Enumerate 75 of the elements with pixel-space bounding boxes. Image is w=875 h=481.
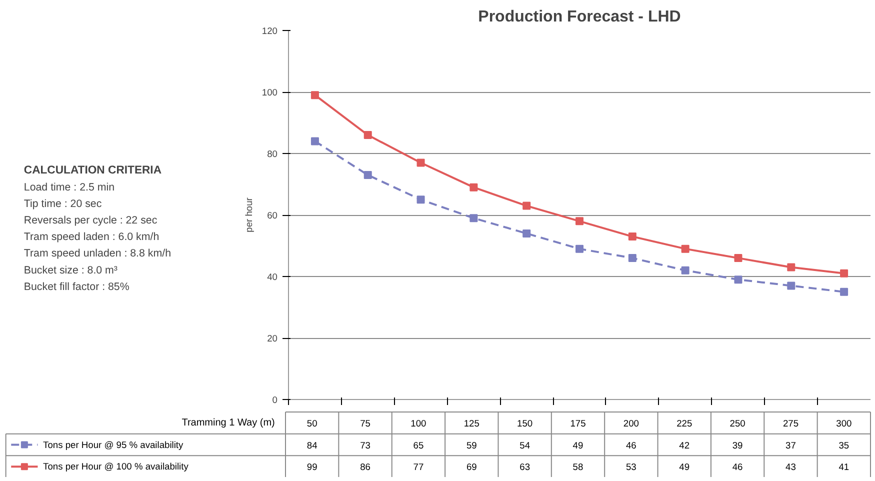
- point: [576, 244, 584, 253]
- data-label: 37: [786, 440, 796, 450]
- point: [522, 229, 531, 238]
- y-tick-label: 120: [262, 26, 278, 36]
- data-label: 73: [360, 440, 370, 450]
- legend-label: Tons per Hour @ 95 % availability: [43, 440, 184, 450]
- data-label: 35: [838, 440, 850, 450]
- point: [310, 91, 319, 100]
- y-tick-label: 100: [262, 88, 278, 98]
- data-label: 43: [786, 462, 796, 472]
- point: [787, 282, 796, 290]
- x-tick-label: 150: [517, 418, 533, 428]
- data-label: 84: [306, 440, 318, 450]
- point: [470, 183, 478, 192]
- data-label: 58: [572, 462, 584, 472]
- data-label: 49: [572, 440, 584, 450]
- data-label: 69: [466, 462, 477, 472]
- data-label: 77: [413, 462, 424, 472]
- data-label: 86: [360, 462, 370, 472]
- point: [681, 266, 690, 274]
- y-tick-label: 60: [267, 210, 278, 220]
- chart-title: Production Forecast - LHD: [478, 8, 681, 26]
- x-tick-label: 125: [464, 418, 480, 428]
- data-label: 63: [520, 462, 530, 472]
- y-tick-label: 20: [267, 334, 278, 344]
- y-tick-label: 80: [267, 149, 278, 159]
- point: [310, 137, 319, 146]
- text: Bucket size : 8.0 m³: [24, 264, 118, 276]
- x-tick-label: 175: [570, 418, 586, 428]
- text: Tram speed unladen : 8.8 km/h: [24, 248, 172, 260]
- y-tick-label: 0: [272, 395, 278, 405]
- data-label: 46: [732, 462, 743, 472]
- point: [681, 244, 690, 253]
- text: Bucket fill factor : 85%: [24, 280, 130, 293]
- text: Reversals per cycle : 22 sec: [24, 214, 158, 227]
- text: Load time : 2.5 min: [24, 181, 115, 194]
- y-tick-label: 40: [267, 272, 278, 282]
- point: [576, 217, 584, 226]
- data-label: 59: [466, 440, 477, 450]
- data-label: 41: [838, 462, 850, 472]
- data-label: 42: [679, 440, 690, 450]
- data-label: 65: [413, 440, 424, 450]
- point: [734, 276, 742, 284]
- point: [840, 269, 848, 278]
- point: [416, 196, 425, 204]
- point: [628, 254, 636, 262]
- legend-label: Tons per Hour @ 100 % availability: [43, 462, 189, 472]
- data-label: 49: [679, 462, 690, 472]
- text: CALCULATION CRITERIA: [24, 164, 162, 177]
- point: [416, 158, 425, 167]
- point: [364, 131, 372, 140]
- point: [470, 214, 478, 222]
- x-tick-label: 275: [782, 418, 799, 428]
- y-axis-title: per hour: [244, 198, 254, 232]
- point: [840, 288, 848, 296]
- point: [364, 171, 372, 180]
- data-label: 54: [520, 440, 530, 450]
- x-tick-label: 50: [306, 418, 318, 428]
- x-tick-label: 75: [360, 418, 370, 428]
- x-tick-label: 250: [730, 418, 746, 428]
- point: [787, 263, 796, 272]
- data-label: 99: [306, 462, 318, 472]
- x-tick-label: 225: [676, 418, 692, 428]
- point: [522, 202, 531, 210]
- data-label: 39: [732, 440, 743, 450]
- x-axis-title: Tramming 1 Way (m): [182, 417, 275, 428]
- data-label: 53: [626, 462, 636, 472]
- x-tick-label: 100: [410, 418, 426, 428]
- x-tick-label: 300: [836, 418, 852, 428]
- text: Tram speed laden : 6.0 km/h: [24, 231, 160, 244]
- x-tick-label: 200: [623, 418, 639, 428]
- point: [628, 232, 636, 241]
- data-label: 46: [626, 440, 636, 450]
- text: Tip time : 20 sec: [24, 198, 102, 210]
- point: [734, 254, 742, 262]
